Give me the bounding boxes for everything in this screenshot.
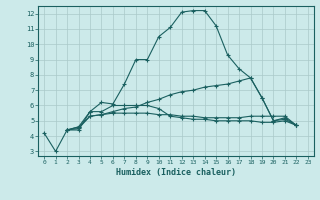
X-axis label: Humidex (Indice chaleur): Humidex (Indice chaleur) xyxy=(116,168,236,177)
